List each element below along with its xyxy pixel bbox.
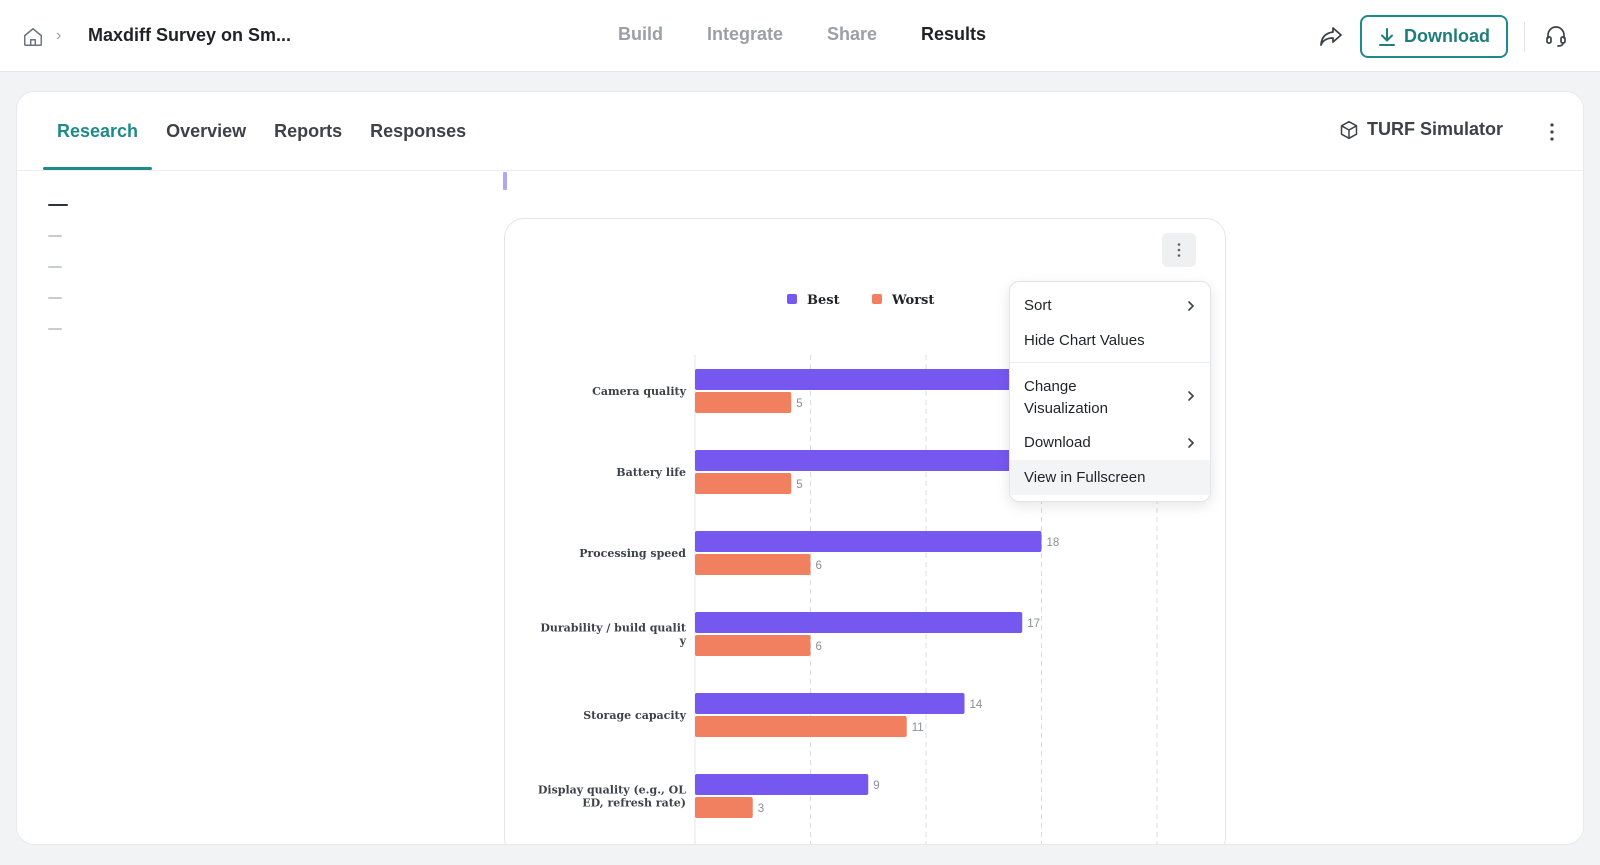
data-label-best: 17: [1027, 618, 1040, 630]
section-nav-item[interactable]: [48, 297, 62, 299]
section-nav: [48, 204, 68, 359]
legend-swatch-worst: [872, 294, 882, 304]
turf-simulator-label: TURF Simulator: [1367, 119, 1504, 139]
data-label-worst: 6: [816, 641, 822, 653]
cube-icon: [1340, 120, 1358, 139]
data-label-worst: 3: [758, 803, 764, 815]
bar-best: [695, 774, 869, 795]
tabs-divider: [17, 170, 1583, 171]
tab-build[interactable]: Build: [617, 24, 663, 44]
data-label-worst: 5: [796, 398, 802, 410]
menu-download[interactable]: Download: [1010, 425, 1210, 460]
category-label: ED, refresh rate): [582, 797, 686, 810]
share-icon[interactable]: [1318, 24, 1344, 48]
bar-best: [695, 612, 1023, 633]
bar-worst: [695, 392, 792, 413]
maxdiff-bar-chart: BestWorst205Camera quality205Battery lif…: [538, 293, 1158, 844]
vertical-dots-icon: [1177, 243, 1181, 257]
divider: [1524, 22, 1525, 52]
data-label-best: 9: [873, 780, 879, 792]
bar-worst: [695, 554, 811, 575]
results-panel: Research Overview Reports Responses TURF Si…: [16, 91, 1584, 845]
category-label: y: [679, 635, 687, 648]
category-label: Storage capacity: [583, 709, 686, 722]
main-tabs: Build Integrate Share Results: [0, 24, 1600, 45]
chevron-right-icon: [1188, 437, 1195, 448]
more-options-icon[interactable]: [1547, 122, 1557, 142]
menu-change-visualization[interactable]: Change Visualization: [1010, 367, 1210, 425]
category-label: Processing speed: [579, 547, 686, 560]
tab-integrate[interactable]: Integrate: [706, 24, 783, 44]
data-label-best: 14: [970, 699, 983, 711]
menu-download-label: Download: [1024, 434, 1091, 451]
top-bar: › Maxdiff Survey on Sm... Build Integrate…: [0, 0, 1600, 72]
category-label: Camera quality: [592, 385, 687, 398]
download-label: Download: [1404, 26, 1490, 46]
tab-research[interactable]: Research: [43, 92, 153, 170]
section-accent: [503, 172, 507, 190]
menu-change-vis-line1: Change: [1024, 378, 1077, 395]
turf-simulator-button[interactable]: TURF Simulator: [1339, 119, 1503, 140]
breadcrumb-separator: ›: [56, 27, 62, 44]
menu-fullscreen-label: View in Fullscreen: [1024, 469, 1146, 486]
category-label: Durability / build qualit: [540, 622, 687, 635]
section-nav-item[interactable]: [48, 266, 62, 268]
section-nav-item[interactable]: [48, 235, 62, 237]
legend-swatch-best: [787, 294, 797, 304]
home-icon[interactable]: [22, 26, 44, 48]
chart-menu-button[interactable]: [1162, 233, 1196, 267]
bar-best: [695, 369, 1080, 390]
bar-best: [695, 531, 1042, 552]
survey-title[interactable]: Maxdiff Survey on Sm...: [88, 25, 292, 45]
download-button[interactable]: Download: [1360, 15, 1508, 58]
tab-results[interactable]: Results: [921, 24, 987, 44]
tab-responses[interactable]: Responses: [370, 121, 467, 141]
data-label-best: 18: [1047, 537, 1060, 549]
menu-view-fullscreen[interactable]: View in Fullscreen: [1010, 460, 1210, 495]
section-nav-item[interactable]: [48, 204, 68, 206]
bar-best: [695, 450, 1080, 471]
data-label-worst: 6: [816, 560, 822, 572]
bar-worst: [695, 473, 792, 494]
data-label-worst: 11: [912, 722, 924, 734]
bar-worst: [695, 797, 753, 818]
menu-change-vis-line2: Visualization: [1024, 400, 1108, 417]
category-label: Battery life: [616, 466, 686, 479]
legend-label-worst: Worst: [891, 293, 934, 308]
results-tabs: Research Overview Reports Responses: [43, 92, 480, 170]
tab-share[interactable]: Share: [826, 24, 878, 44]
download-icon: [1379, 27, 1395, 46]
chevron-right-icon: [1188, 300, 1195, 311]
menu-divider: [1010, 362, 1210, 363]
menu-sort[interactable]: Sort: [1010, 288, 1210, 323]
category-label: Display quality (e.g., OL: [538, 784, 686, 797]
chart-options-menu: Sort Hide Chart Values Change Visualizat…: [1009, 281, 1211, 502]
bar-worst: [695, 635, 811, 656]
chevron-right-icon: [1188, 391, 1195, 401]
data-label-worst: 5: [796, 479, 802, 491]
tab-reports[interactable]: Reports: [274, 121, 343, 141]
section-nav-item[interactable]: [48, 328, 62, 330]
bar-worst: [695, 716, 907, 737]
legend-label-best: Best: [807, 293, 840, 308]
menu-hide-chart-values[interactable]: Hide Chart Values: [1010, 323, 1210, 358]
tab-overview[interactable]: Overview: [166, 121, 247, 141]
bar-best: [695, 693, 965, 714]
headset-icon[interactable]: [1544, 24, 1568, 48]
menu-hide-values-label: Hide Chart Values: [1024, 332, 1145, 349]
menu-sort-label: Sort: [1024, 297, 1052, 314]
